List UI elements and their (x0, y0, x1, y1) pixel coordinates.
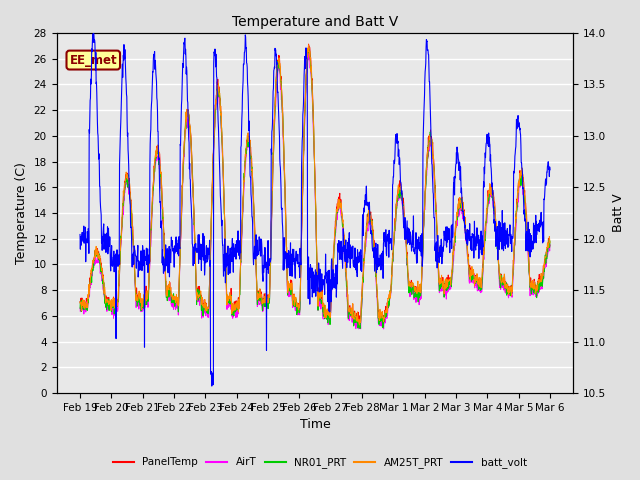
Y-axis label: Temperature (C): Temperature (C) (15, 162, 28, 264)
Text: EE_met: EE_met (70, 54, 117, 67)
Legend: PanelTemp, AirT, NR01_PRT, AM25T_PRT, batt_volt: PanelTemp, AirT, NR01_PRT, AM25T_PRT, ba… (109, 453, 531, 472)
Title: Temperature and Batt V: Temperature and Batt V (232, 15, 398, 29)
X-axis label: Time: Time (300, 419, 330, 432)
Y-axis label: Batt V: Batt V (612, 194, 625, 232)
